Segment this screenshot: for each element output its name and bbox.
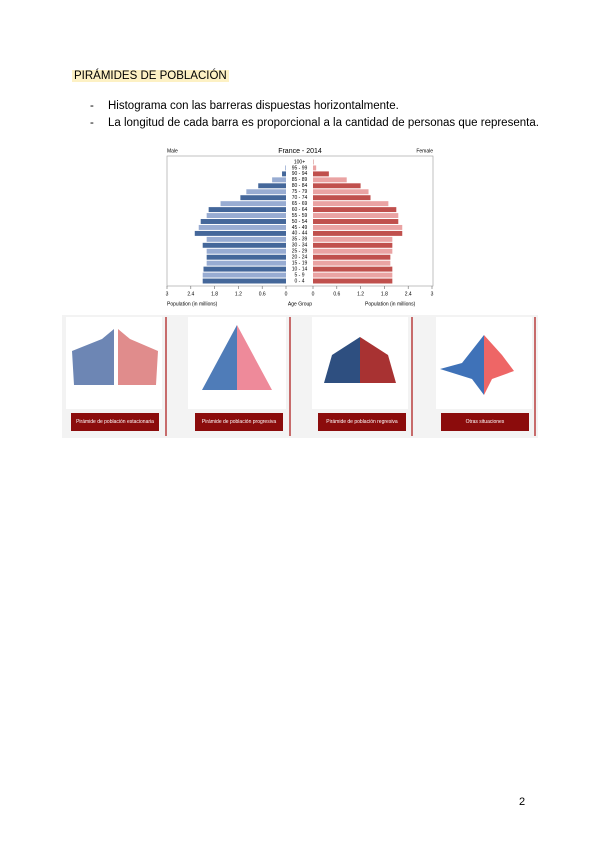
card-button[interactable]: Otras situaciones	[441, 413, 529, 431]
x-tick-label: 1.8	[381, 291, 388, 297]
bar	[313, 236, 393, 242]
bar	[313, 177, 347, 183]
age-label: 90 - 94	[292, 171, 308, 177]
card-button[interactable]: Pirámide de población estacionaria	[71, 413, 159, 431]
age-label: 95 - 99	[292, 165, 308, 171]
right-label: Female	[416, 148, 433, 154]
bar	[208, 207, 286, 213]
left-label: Male	[167, 148, 178, 154]
age-label: 30 - 34	[292, 243, 308, 249]
bar	[246, 189, 286, 195]
x-tick-label: 2.4	[187, 291, 194, 297]
center-label: Age Group	[288, 301, 312, 307]
bar	[202, 278, 286, 284]
x-tick-label: 0.6	[259, 291, 266, 297]
x-tick-label: 0.6	[333, 291, 340, 297]
bar	[313, 260, 391, 266]
bar	[203, 266, 286, 272]
x-tick-label: 1.2	[357, 291, 364, 297]
x-label: Population (in millions)	[365, 301, 416, 307]
bullet: La longitud de cada barra es proporciona…	[108, 117, 539, 129]
age-label: 15 - 19	[292, 260, 308, 266]
bar	[258, 183, 286, 189]
thumbnails	[66, 317, 536, 436]
bar	[313, 224, 403, 230]
age-label: 40 - 44	[292, 231, 308, 237]
frame	[166, 155, 434, 287]
page-number: 2	[519, 796, 526, 808]
thumb-borders	[165, 317, 536, 436]
x-tick-label: 3	[166, 291, 169, 297]
age-label: 80 - 84	[292, 183, 308, 189]
card-button[interactable]: Pirámide de población regresiva	[318, 413, 406, 431]
bar	[313, 165, 317, 171]
age-label: 45 - 49	[292, 225, 308, 231]
age-label: 35 - 39	[292, 237, 308, 243]
dash: -	[90, 117, 94, 129]
bar	[282, 171, 286, 177]
bar	[220, 201, 286, 207]
bar	[313, 219, 399, 224]
age-label: 65 - 69	[292, 201, 308, 207]
bar	[313, 213, 399, 219]
x-tick-label: 0	[312, 291, 315, 297]
bullet: Histograma con las barreras dispuestas h…	[108, 100, 399, 112]
bar	[202, 272, 286, 278]
age-label: 10 - 14	[292, 266, 308, 272]
bar	[194, 230, 286, 236]
pyramid-chart: Male Female France - 2014 Population (in…	[166, 148, 434, 307]
chart-title: France - 2014	[278, 148, 322, 155]
bar	[313, 242, 393, 248]
bar	[313, 254, 391, 260]
bar	[202, 242, 286, 248]
card-button[interactable]: Pirámide de población progresiva	[195, 413, 283, 431]
bar	[206, 213, 286, 219]
age-label: 100+	[294, 159, 305, 165]
x-tick-label: 2.4	[405, 291, 412, 297]
age-label: 75 - 79	[292, 189, 308, 195]
x-label: Population (in millions)	[167, 301, 218, 307]
bar	[285, 165, 286, 171]
bar	[313, 248, 393, 254]
bar	[313, 266, 393, 272]
heading: PIRÁMIDES DE POBLACIÓN	[72, 70, 229, 82]
bar	[272, 177, 286, 183]
bar	[198, 224, 286, 230]
bar	[206, 236, 286, 242]
bar	[313, 183, 361, 189]
age-label: 0 - 4	[294, 278, 304, 284]
bar	[313, 272, 393, 278]
age-label: 5 - 9	[294, 272, 304, 278]
age-label: 70 - 74	[292, 195, 308, 201]
x-tick-label: 3	[431, 291, 434, 297]
bar	[313, 230, 403, 236]
dash: -	[90, 100, 94, 112]
bar	[240, 195, 286, 201]
bar	[200, 219, 286, 224]
x-tick-label: 1.8	[211, 291, 218, 297]
bar	[206, 248, 286, 254]
age-label: 85 - 89	[292, 177, 308, 183]
age-label: 50 - 54	[292, 219, 308, 225]
bar	[206, 254, 286, 260]
age-label: 60 - 64	[292, 207, 308, 213]
age-label: 25 - 29	[292, 249, 308, 255]
age-label: 55 - 59	[292, 213, 308, 219]
x-tick-label: 1.2	[235, 291, 242, 297]
bar	[313, 207, 397, 213]
bar	[313, 171, 329, 177]
x-tick-label: 0	[285, 291, 288, 297]
age-label: 20 - 24	[292, 255, 308, 261]
bar	[313, 278, 393, 284]
bar	[313, 189, 369, 195]
bar	[206, 260, 286, 266]
bar	[313, 201, 389, 207]
bar	[313, 195, 371, 201]
